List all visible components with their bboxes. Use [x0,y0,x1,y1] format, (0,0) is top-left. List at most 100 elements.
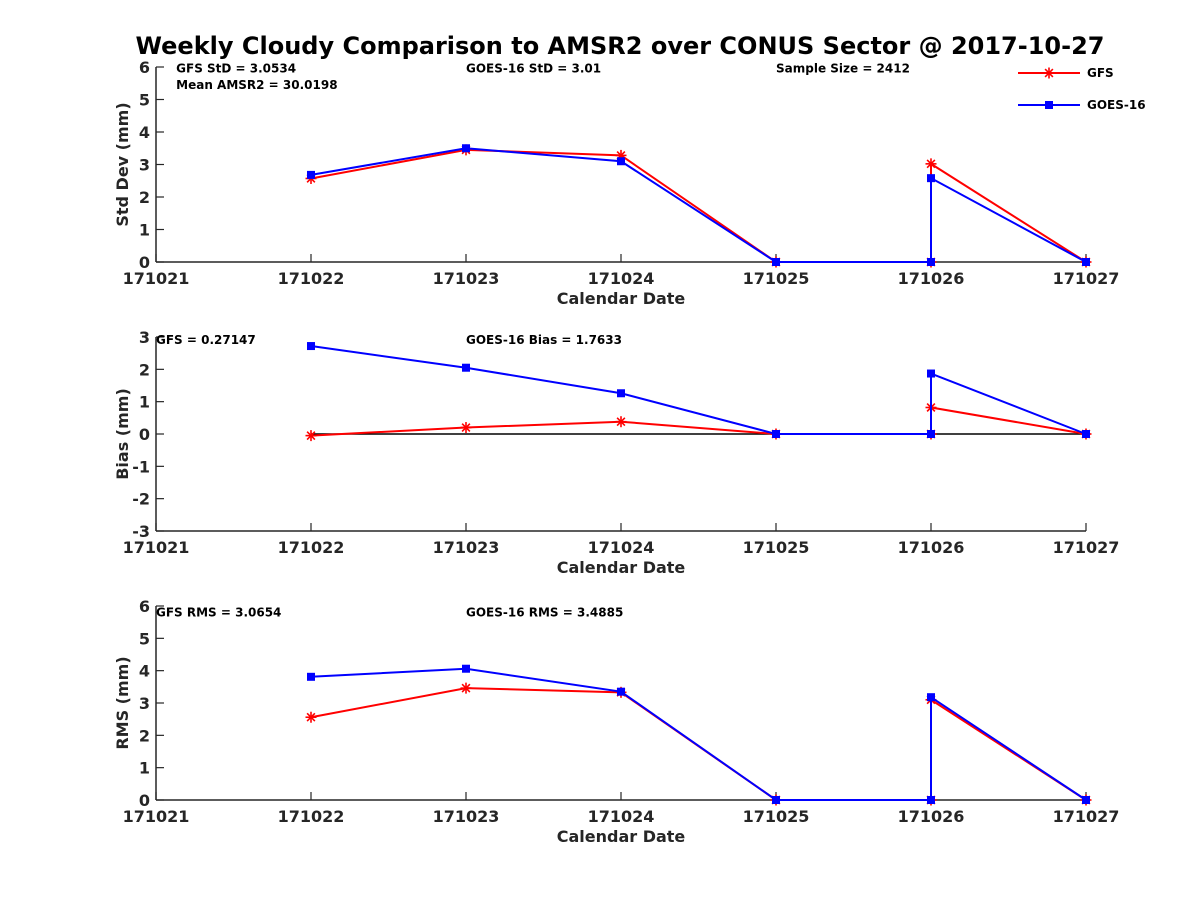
data-point-goes-16 [307,342,315,351]
legend: GFS GOES-16 [1018,66,1146,112]
y-tick-label: 3 [139,156,150,175]
legend-item-gfs: GFS [1018,66,1114,80]
x-tick-label: 171025 [743,807,810,826]
y-tick-label: -3 [132,522,150,541]
x-tick-label: 171024 [588,538,655,557]
y-axis-label: Bias (mm) [113,388,132,480]
x-tick-label: 171025 [743,269,810,288]
y-tick-label: 1 [139,393,150,412]
legend-label: GOES-16 [1087,98,1146,112]
data-point-goes-16 [462,144,470,153]
series-line-gfs [310,148,1087,263]
data-point-gfs [305,711,317,723]
y-tick-label: 1 [139,759,150,778]
x-tick-label: 171025 [743,538,810,557]
y-tick-label: 2 [139,726,150,745]
data-point-goes-16 [772,430,780,438]
y-axis-label: Std Dev (mm) [113,102,132,226]
y-tick-label: 1 [139,221,150,240]
stat-annotation: GOES-16 RMS = 3.4885 [466,605,623,619]
x-tick-label: 171022 [278,807,345,826]
x-tick-label: 171024 [588,807,655,826]
y-tick-label: 0 [139,253,150,272]
data-point-goes-16 [927,693,935,702]
x-axis-label: Calendar Date [557,558,686,577]
legend-marker [1043,67,1055,79]
y-tick-label: 2 [139,188,150,207]
data-point-goes-16 [307,170,315,179]
data-point-goes-16 [1082,796,1090,804]
y-tick-label: 2 [139,360,150,379]
x-axis-label: Calendar Date [557,289,686,308]
x-tick-label: 171023 [433,807,500,826]
y-tick-label: 3 [139,328,150,347]
y-tick-label: 0 [139,791,150,810]
x-tick-label: 171021 [123,269,190,288]
chart-title: Weekly Cloudy Comparison to AMSR2 over C… [136,32,1105,60]
stat-annotation: GFS RMS = 3.0654 [156,605,281,619]
y-tick-label: 6 [139,58,150,77]
data-point-goes-16 [927,369,935,378]
data-point-goes-16 [1082,430,1090,438]
data-point-goes-16 [927,174,935,183]
legend-label: GFS [1087,66,1114,80]
stat-annotation: GOES-16 StD = 3.01 [466,62,601,76]
x-tick-label: 171027 [1053,807,1120,826]
x-tick-label: 171021 [123,538,190,557]
x-tick-label: 171026 [898,269,965,288]
data-point-goes-16 [307,672,315,681]
y-tick-label: -1 [132,457,150,476]
data-point-goes-16 [462,363,470,372]
panel-bias: -3 -2 -1 0 1 2 3 171021 171022 171023 171024 171025… [113,328,1119,577]
y-tick-label: -2 [132,490,150,509]
data-point-goes-16 [927,430,935,438]
data-point-goes-16 [927,796,935,804]
stat-annotation: GOES-16 Bias = 1.7633 [466,333,622,347]
data-point-goes-16 [617,389,625,398]
stat-annotation: GFS = 0.27147 [156,333,256,347]
panel-rms: 0 1 2 3 4 5 6 171021 171022 171023 171024 171025 171… [113,597,1119,846]
data-point-goes-16 [772,258,780,266]
x-tick-label: 171022 [278,269,345,288]
x-tick-label: 171024 [588,269,655,288]
x-tick-label: 171023 [433,269,500,288]
stat-annotation: GFS StD = 3.0534 [176,62,296,76]
data-point-gfs [615,416,627,428]
data-point-goes-16 [927,258,935,266]
x-tick-label: 171023 [433,538,500,557]
y-axis-label: RMS (mm) [113,656,132,749]
x-tick-label: 171021 [123,807,190,826]
y-tick-label: 4 [139,662,150,681]
series-line-gfs [310,687,1087,801]
stat-annotation: Sample Size = 2412 [776,62,910,76]
data-point-gfs [460,682,472,694]
x-tick-label: 171026 [898,538,965,557]
legend-item-goes-16: GOES-16 [1018,98,1146,112]
data-point-goes-16 [617,687,625,696]
series-line-goes-16 [310,147,1087,263]
x-tick-label: 171027 [1053,269,1120,288]
series-line-gfs [310,406,1087,437]
panel-stddev: 0 1 2 3 4 5 6 171021 171022 171023 171024 171025 171… [113,58,1119,308]
x-axis-label: Calendar Date [557,827,686,846]
y-tick-label: 6 [139,597,150,616]
y-tick-label: 3 [139,694,150,713]
x-tick-label: 171027 [1053,538,1120,557]
y-tick-label: 5 [139,91,150,110]
x-tick-label: 171026 [898,807,965,826]
legend-marker [1045,101,1053,109]
series-line-goes-16 [310,345,1087,435]
data-point-goes-16 [1082,258,1090,266]
data-point-goes-16 [772,796,780,804]
y-tick-label: 5 [139,629,150,648]
data-point-gfs [305,430,317,442]
data-point-gfs [925,158,937,170]
y-tick-label: 0 [139,425,150,444]
stat-annotation: Mean AMSR2 = 30.0198 [176,78,337,92]
x-tick-label: 171022 [278,538,345,557]
data-point-goes-16 [462,664,470,673]
data-point-goes-16 [617,157,625,166]
y-tick-label: 4 [139,123,150,142]
data-point-gfs [460,422,472,434]
